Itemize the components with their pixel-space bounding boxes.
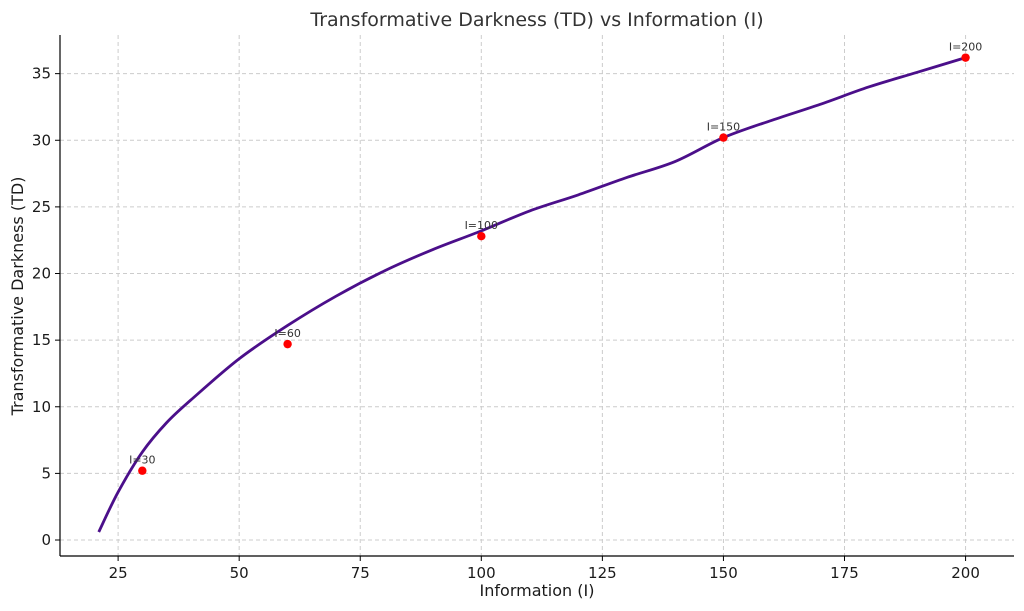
data-points: I=30 I=60 I=100 I=150 I=200 [129, 41, 982, 475]
y-tick-label: 10 [32, 398, 51, 416]
point-annotation: I=150 [707, 121, 740, 134]
x-ticks: 25 50 75 100 125 150 175 200 [109, 556, 980, 582]
grid [60, 35, 1014, 556]
axes [59, 35, 1014, 557]
point-annotation: I=200 [949, 41, 982, 54]
y-tick-label: 0 [41, 531, 51, 549]
y-tick-label: 25 [32, 198, 51, 216]
point-annotation: I=100 [465, 219, 498, 232]
x-tick-label: 25 [109, 564, 128, 582]
x-tick-label: 175 [830, 564, 859, 582]
y-tick-label: 35 [32, 65, 51, 83]
x-tick-label: 150 [709, 564, 738, 582]
data-point [283, 339, 292, 349]
point-annotation: I=60 [274, 327, 300, 340]
chart-title: Transformative Darkness (TD) vs Informat… [309, 9, 763, 31]
series-line [97, 56, 966, 533]
y-tick-label: 5 [41, 464, 51, 482]
y-tick-label: 15 [32, 331, 51, 349]
data-point [477, 232, 486, 241]
x-tick-label: 100 [467, 564, 496, 582]
x-tick-label: 125 [588, 564, 617, 582]
x-tick-label: 200 [951, 564, 980, 582]
data-point [961, 53, 970, 62]
y-tick-label: 30 [32, 131, 51, 149]
x-tick-label: 75 [351, 564, 370, 582]
y-ticks: 0 5 10 15 20 25 30 35 [32, 65, 60, 549]
data-point [138, 466, 147, 475]
x-tick-label: 50 [230, 564, 249, 582]
data-point [719, 133, 728, 142]
x-axis-label: Information (I) [480, 581, 595, 600]
y-axis-label: Transformative Darkness (TD) [8, 177, 27, 417]
point-annotation: I=30 [129, 454, 155, 467]
y-tick-label: 20 [32, 265, 51, 283]
